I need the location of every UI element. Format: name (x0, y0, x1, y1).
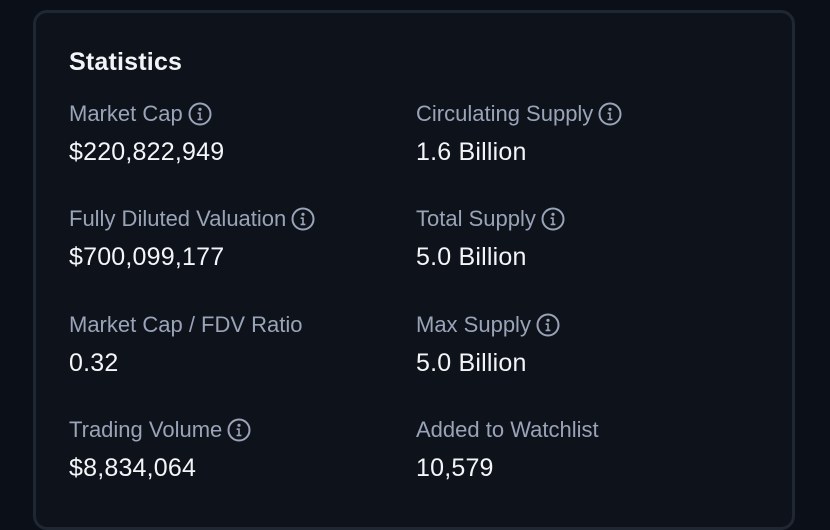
stat-max-supply: Max Supply 5.0 Billion (416, 310, 560, 378)
info-icon[interactable] (536, 313, 560, 337)
info-icon[interactable] (188, 102, 212, 126)
stat-trading-volume: Trading Volume $8,834,064 (69, 415, 251, 483)
stat-value: 10,579 (416, 454, 494, 482)
stat-circulating-supply: Circulating Supply 1.6 Billion (416, 99, 622, 167)
stat-label: Trading Volume (69, 417, 223, 442)
stat-label: Market Cap (69, 101, 183, 126)
stat-label: Total Supply (416, 206, 536, 231)
info-icon[interactable] (291, 207, 315, 231)
statistics-card (33, 10, 795, 530)
stat-label: Max Supply (416, 312, 531, 337)
stat-value: 0.32 (69, 349, 119, 377)
stat-value: $8,834,064 (69, 454, 197, 482)
stat-value: 1.6 Billion (416, 138, 527, 166)
info-icon[interactable] (227, 418, 251, 442)
statistics-title: Statistics (69, 48, 183, 76)
stat-label: Market Cap / FDV Ratio (69, 312, 303, 337)
stat-label: Added to Watchlist (416, 417, 599, 442)
info-icon[interactable] (598, 102, 622, 126)
stat-market-cap-fdv-ratio: Market Cap / FDV Ratio 0.32 (69, 310, 303, 378)
stat-label: Circulating Supply (416, 101, 594, 126)
stat-fully-diluted-valuation: Fully Diluted Valuation $700,099,177 (69, 204, 315, 272)
stat-value: 5.0 Billion (416, 243, 527, 271)
stat-label: Fully Diluted Valuation (69, 206, 287, 231)
stat-total-supply: Total Supply 5.0 Billion (416, 204, 565, 272)
stat-value: 5.0 Billion (416, 349, 527, 377)
stat-added-to-watchlist: Added to Watchlist 10,579 (416, 415, 599, 483)
stat-value: $220,822,949 (69, 138, 225, 166)
info-icon[interactable] (541, 207, 565, 231)
stat-value: $700,099,177 (69, 243, 225, 271)
stat-market-cap: Market Cap $220,822,949 (69, 99, 224, 167)
